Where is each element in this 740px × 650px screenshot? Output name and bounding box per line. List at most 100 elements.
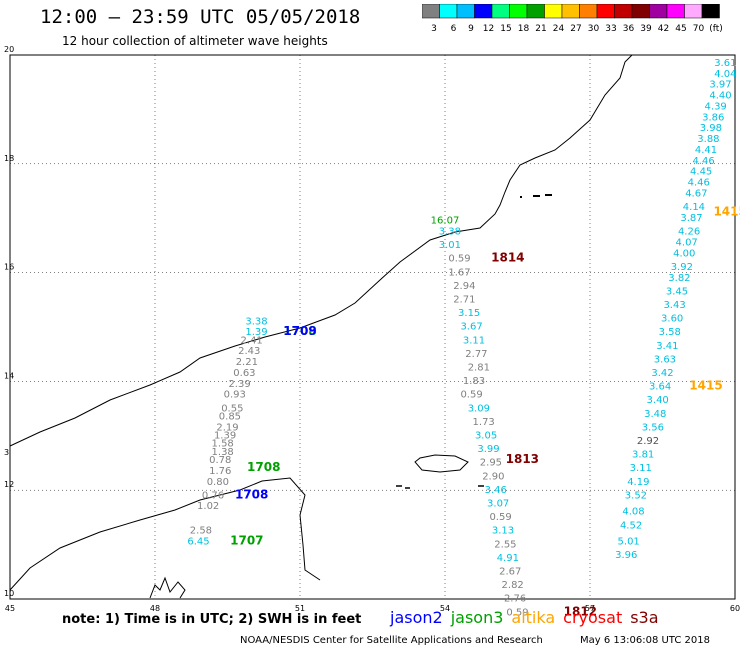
wave-readings: 3.614.043.974.404.393.863.983.884.414.46… xyxy=(187,58,736,618)
wave-height-value: 4.46 xyxy=(688,178,710,189)
wave-height-value: 3.98 xyxy=(700,123,722,134)
x-tick-label: 54 xyxy=(440,604,450,613)
wave-height-value: 2.19 xyxy=(216,422,238,433)
wave-height-value: 2.55 xyxy=(494,539,516,550)
x-tick-label: 60 xyxy=(730,604,740,613)
pass-label: 1708 xyxy=(235,487,268,501)
wave-height-value: 2.71 xyxy=(453,295,475,306)
wave-height-value: 3.15 xyxy=(458,308,480,319)
wave-height-value: 4.91 xyxy=(497,553,519,564)
wave-height-value: 3.43 xyxy=(663,300,685,311)
wave-height-value: 3.63 xyxy=(654,354,676,365)
wave-height-value: 3.81 xyxy=(632,450,654,461)
wave-height-value: 3.40 xyxy=(647,395,669,406)
wave-height-value: 2.92 xyxy=(637,436,659,447)
wave-height-value: 2.95 xyxy=(480,458,502,469)
scale-label: 3 xyxy=(431,24,437,34)
wave-height-value: 4.52 xyxy=(620,520,642,531)
wave-height-value: 3.58 xyxy=(659,327,681,338)
wave-height-value: 3.86 xyxy=(702,112,724,123)
wave-height-value: 3.07 xyxy=(487,499,509,510)
wave-height-value: 2.94 xyxy=(453,281,475,292)
wave-height-value: 3.61 xyxy=(714,58,736,69)
axis-ticks: 45 48 51 54 57 60 20 18 16 14 12 10 3 xyxy=(4,45,740,613)
y-tick-label: 20 xyxy=(4,45,14,54)
coastline xyxy=(9,54,633,599)
wave-height-value: 3.45 xyxy=(666,286,688,297)
wave-height-value: 4.26 xyxy=(678,227,700,238)
wave-height-value: 2.58 xyxy=(190,526,212,537)
wave-height-value: 0.59 xyxy=(489,512,511,523)
wave-height-value: 2.39 xyxy=(228,379,250,390)
scale-swatch xyxy=(701,4,720,19)
wave-height-value: 0.55 xyxy=(221,403,243,414)
legend-jason3: jason3 xyxy=(450,608,504,627)
wave-height-value: 4.19 xyxy=(627,477,649,488)
y-tick-label: 18 xyxy=(4,154,14,163)
wave-height-value: 3.56 xyxy=(642,422,664,433)
scale-label: 45 xyxy=(675,24,686,34)
wave-height-value: 0.76 xyxy=(202,490,224,501)
wave-height-value: 2.67 xyxy=(499,567,521,578)
wave-height-value: 4.39 xyxy=(705,101,727,112)
wave-height-value: 4.67 xyxy=(685,188,707,199)
pass-label: 1709 xyxy=(283,324,316,338)
y-tick-label: 12 xyxy=(4,480,14,489)
wave-height-value: 3.46 xyxy=(485,485,507,496)
wave-height-value: 4.46 xyxy=(692,156,714,167)
x-tick-label: 57 xyxy=(585,604,595,613)
wave-height-value: 3.97 xyxy=(709,80,731,91)
scale-label: 24 xyxy=(553,24,565,34)
pass-label: 1812 xyxy=(564,604,597,618)
wave-height-value: 4.40 xyxy=(709,91,731,102)
wave-height-value: 3.09 xyxy=(468,403,490,414)
scale-label: 36 xyxy=(623,24,635,34)
scale-label: 33 xyxy=(605,24,616,34)
x-tick-label: 48 xyxy=(150,604,160,613)
scale-label: 30 xyxy=(588,24,600,34)
pass-label: 1415 xyxy=(689,379,722,393)
wave-height-value: 3.67 xyxy=(460,322,482,333)
credit-date: May 6 13:06:08 UTC 2018 xyxy=(580,635,710,646)
wave-height-value: 3.11 xyxy=(463,335,485,346)
wave-height-value: 3.41 xyxy=(656,341,678,352)
wave-height-value: 0.78 xyxy=(209,455,231,466)
legend-cryosat: cryosat xyxy=(563,608,623,627)
wave-height-value: 2.43 xyxy=(238,346,260,357)
pass-label: 1708 xyxy=(283,324,316,338)
wave-height-value: 3.87 xyxy=(680,213,702,224)
pass-label: 1707 xyxy=(230,534,263,548)
scale-label: 42 xyxy=(658,24,669,34)
legend-s3a: s3a xyxy=(630,608,659,627)
wave-height-value: 0.59 xyxy=(506,607,528,618)
wave-height-value: 4.07 xyxy=(676,237,698,248)
wave-height-value: 3.01 xyxy=(439,240,461,251)
scale-label: 27 xyxy=(570,24,581,34)
wave-height-value: 0.80 xyxy=(207,477,229,488)
y-tick-label: 14 xyxy=(4,371,14,380)
wave-height-value: 1.39 xyxy=(245,327,267,338)
wave-height-value: 4.08 xyxy=(622,507,644,518)
color-scale: 3 6 9 12 15 18 21 24 27 30 33 36 39 42 45 70 (ft) xyxy=(422,4,723,34)
wave-height-value: 4.04 xyxy=(714,69,736,80)
credit-text: NOAA/NESDIS Center for Satellite Applica… xyxy=(240,635,543,646)
y-tick-label: 16 xyxy=(4,263,14,272)
wave-height-value: 4.00 xyxy=(673,248,695,259)
wave-height-value: 3.13 xyxy=(492,526,514,537)
grid-lines xyxy=(9,54,736,600)
wave-height-value: 3.48 xyxy=(644,409,666,420)
wave-height-value: 2.77 xyxy=(465,349,487,360)
pass-label: 1813 xyxy=(506,452,539,466)
scale-label: 12 xyxy=(483,24,494,34)
wave-height-value: 3.96 xyxy=(615,550,637,561)
wave-height-value: 4.14 xyxy=(683,202,705,213)
wave-height-value: 3.52 xyxy=(625,490,647,501)
pass-time-labels: 16.0718141813181217081709170817081707141… xyxy=(230,204,740,618)
wave-height-value: 3.38 xyxy=(245,316,267,327)
wave-height-value: 2.76 xyxy=(504,594,526,605)
scale-label: 39 xyxy=(640,24,652,34)
wave-height-value: 4.41 xyxy=(695,145,717,156)
satellite-legend: jason2 jason3 altika cryosat s3a xyxy=(390,608,667,627)
wave-height-value: 0.59 xyxy=(460,390,482,401)
